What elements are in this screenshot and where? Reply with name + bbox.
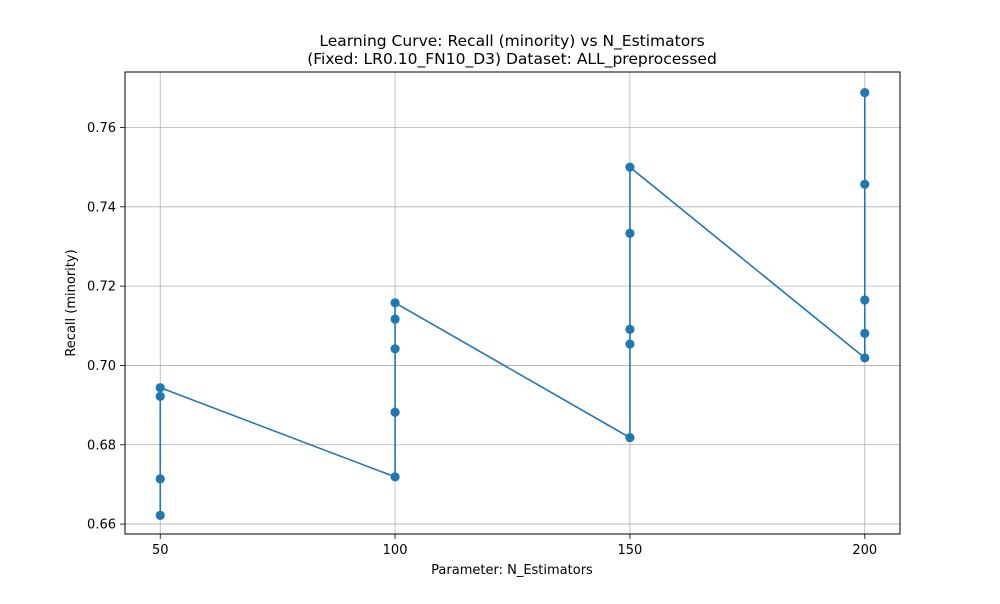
data-point bbox=[390, 344, 400, 354]
chart-subtitle: (Fixed: LR0.10_FN10_D3) Dataset: ALL_pre… bbox=[307, 50, 717, 69]
data-point bbox=[390, 472, 400, 482]
data-point bbox=[625, 339, 635, 349]
data-point bbox=[860, 88, 870, 98]
data-point bbox=[155, 474, 165, 484]
grid bbox=[125, 72, 900, 534]
data-point bbox=[860, 328, 870, 338]
y-tick-label: 0.66 bbox=[87, 518, 116, 533]
data-point bbox=[625, 228, 635, 239]
y-tick-label: 0.74 bbox=[87, 200, 116, 215]
data-point bbox=[860, 353, 870, 363]
chart-title: Learning Curve: Recall (minority) vs N_E… bbox=[319, 32, 704, 51]
data-point bbox=[155, 383, 165, 393]
data-point bbox=[860, 295, 870, 305]
plot-frame bbox=[124, 71, 901, 535]
y-axis-label: Recall (minority) bbox=[64, 249, 79, 356]
data-point bbox=[625, 433, 635, 443]
x-tick-label: 100 bbox=[383, 543, 408, 558]
y-tick-label: 0.72 bbox=[87, 280, 116, 295]
data-point bbox=[155, 391, 165, 401]
data-point bbox=[625, 162, 635, 172]
data-point bbox=[860, 179, 870, 189]
y-tick-label: 0.68 bbox=[87, 438, 116, 453]
data-point bbox=[390, 314, 400, 324]
y-tick-label: 0.70 bbox=[87, 359, 116, 374]
x-tick-label: 50 bbox=[152, 543, 169, 558]
data-point bbox=[625, 324, 635, 334]
series-layer bbox=[155, 88, 870, 520]
x-tick-label: 150 bbox=[618, 543, 643, 558]
x-axis-label: Parameter: N_Estimators bbox=[431, 563, 593, 578]
data-point bbox=[390, 298, 400, 308]
data-point bbox=[390, 407, 400, 417]
axis-ticks: 50 100 150 200 0.66 0.68 0.70 0.72 0.74 0.76 bbox=[87, 121, 877, 558]
x-tick-label: 200 bbox=[852, 543, 877, 558]
y-tick-label: 0.76 bbox=[87, 121, 116, 136]
data-point bbox=[155, 510, 165, 520]
